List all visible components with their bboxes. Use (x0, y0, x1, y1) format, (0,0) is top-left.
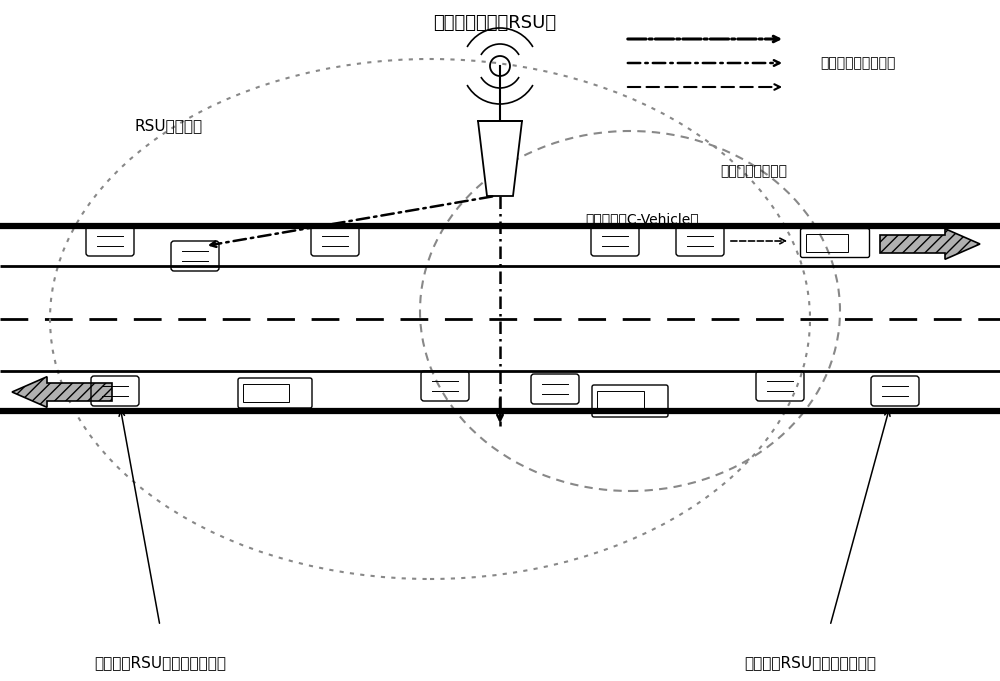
Text: 路边中心单元（RSU）: 路边中心单元（RSU） (433, 14, 557, 32)
Text: 车辆通信覆盖范围: 车辆通信覆盖范围 (720, 164, 787, 178)
Bar (806, 234, 848, 252)
Text: 正在进入RSU覆盖范围的车辆: 正在进入RSU覆盖范围的车辆 (744, 656, 876, 671)
Bar (243, 384, 288, 402)
Text: 不同时隙的数据传输: 不同时隙的数据传输 (820, 56, 895, 70)
Bar (597, 391, 644, 411)
Polygon shape (478, 121, 522, 196)
Text: RSU覆盖范围: RSU覆盖范围 (135, 118, 203, 133)
Text: 中心车辆（C-Vehicle）: 中心车辆（C-Vehicle） (585, 212, 699, 226)
Text: 正在离开RSU覆盖范围的车辆: 正在离开RSU覆盖范围的车辆 (94, 656, 226, 671)
Polygon shape (880, 229, 980, 259)
Polygon shape (12, 377, 112, 407)
